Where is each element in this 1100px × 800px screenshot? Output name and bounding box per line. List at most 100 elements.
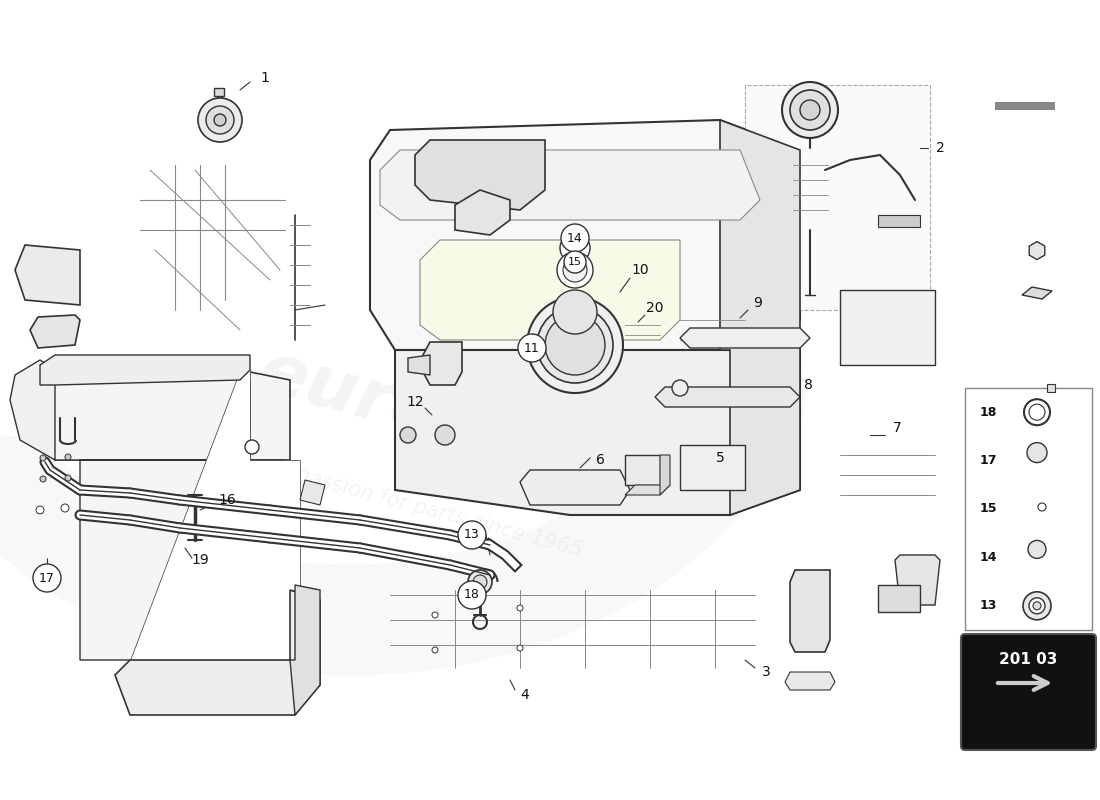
- Circle shape: [214, 114, 225, 126]
- Polygon shape: [878, 585, 920, 612]
- Polygon shape: [300, 480, 324, 505]
- Circle shape: [473, 575, 487, 589]
- Circle shape: [1024, 399, 1050, 426]
- Circle shape: [561, 224, 588, 252]
- Text: 11: 11: [524, 342, 540, 354]
- Polygon shape: [116, 590, 320, 715]
- Text: 13: 13: [980, 599, 998, 612]
- Polygon shape: [370, 120, 800, 350]
- Polygon shape: [424, 342, 462, 385]
- Polygon shape: [1047, 384, 1055, 392]
- Text: 13: 13: [464, 529, 480, 542]
- Circle shape: [40, 476, 46, 482]
- Circle shape: [60, 504, 69, 512]
- Circle shape: [33, 564, 60, 592]
- Polygon shape: [379, 150, 760, 220]
- Circle shape: [198, 98, 242, 142]
- Circle shape: [557, 252, 593, 288]
- Circle shape: [400, 427, 416, 443]
- Circle shape: [790, 90, 830, 130]
- Circle shape: [468, 570, 492, 594]
- Circle shape: [564, 251, 586, 273]
- Bar: [214, 88, 224, 96]
- Circle shape: [40, 455, 46, 461]
- Polygon shape: [785, 672, 835, 690]
- Polygon shape: [290, 585, 320, 715]
- Circle shape: [672, 380, 688, 396]
- Circle shape: [1027, 442, 1047, 462]
- Polygon shape: [415, 140, 544, 210]
- Circle shape: [36, 506, 44, 514]
- Polygon shape: [654, 387, 800, 407]
- Circle shape: [458, 521, 486, 549]
- Polygon shape: [30, 315, 80, 348]
- Circle shape: [206, 106, 234, 134]
- Polygon shape: [420, 240, 680, 340]
- Polygon shape: [625, 485, 670, 495]
- Text: eurospares: eurospares: [251, 338, 710, 522]
- Polygon shape: [1022, 287, 1052, 299]
- Text: 7: 7: [892, 421, 901, 435]
- Text: 15: 15: [568, 257, 582, 267]
- Text: 17: 17: [980, 454, 998, 467]
- Text: 9: 9: [754, 296, 762, 310]
- Text: 14: 14: [980, 551, 998, 564]
- Text: 19: 19: [191, 553, 209, 567]
- Circle shape: [432, 647, 438, 653]
- Polygon shape: [895, 555, 940, 605]
- Circle shape: [1033, 602, 1041, 610]
- Polygon shape: [720, 120, 800, 515]
- Polygon shape: [40, 370, 290, 460]
- Circle shape: [544, 315, 605, 375]
- Circle shape: [518, 334, 546, 362]
- Polygon shape: [996, 102, 1055, 110]
- Text: 12: 12: [406, 395, 424, 409]
- Text: 6: 6: [595, 453, 604, 467]
- Polygon shape: [660, 455, 670, 495]
- Circle shape: [458, 581, 486, 609]
- Circle shape: [1038, 503, 1046, 511]
- Bar: [745, 85, 930, 310]
- Text: 4: 4: [520, 688, 529, 702]
- Text: 18: 18: [464, 589, 480, 602]
- Circle shape: [800, 100, 820, 120]
- Circle shape: [563, 258, 587, 282]
- Text: 10: 10: [631, 263, 649, 277]
- Text: 201 03: 201 03: [999, 653, 1057, 667]
- Text: 16: 16: [218, 493, 235, 507]
- Circle shape: [517, 605, 522, 611]
- Polygon shape: [130, 370, 300, 660]
- Circle shape: [782, 82, 838, 138]
- Circle shape: [527, 297, 623, 393]
- Polygon shape: [790, 570, 830, 652]
- Text: 8: 8: [804, 378, 813, 392]
- Text: a passion for parts since 1965: a passion for parts since 1965: [275, 459, 585, 561]
- Text: 3: 3: [761, 665, 770, 679]
- Text: 17: 17: [40, 571, 55, 585]
- Polygon shape: [680, 445, 745, 490]
- Polygon shape: [40, 355, 250, 385]
- Bar: [965, 388, 1092, 630]
- Circle shape: [65, 454, 72, 460]
- Polygon shape: [840, 290, 935, 365]
- Circle shape: [245, 440, 258, 454]
- Polygon shape: [40, 370, 285, 660]
- Circle shape: [1028, 541, 1046, 558]
- Polygon shape: [395, 350, 800, 515]
- Circle shape: [537, 307, 613, 383]
- Circle shape: [65, 475, 72, 481]
- Circle shape: [1023, 592, 1050, 620]
- Polygon shape: [10, 360, 55, 460]
- Polygon shape: [15, 245, 80, 305]
- Text: 15: 15: [980, 502, 998, 515]
- Circle shape: [432, 612, 438, 618]
- Circle shape: [434, 425, 455, 445]
- Text: 20: 20: [647, 301, 663, 315]
- Polygon shape: [680, 328, 810, 348]
- Text: 5: 5: [716, 451, 725, 465]
- Circle shape: [1028, 598, 1045, 614]
- Circle shape: [517, 645, 522, 651]
- FancyBboxPatch shape: [961, 634, 1096, 750]
- Circle shape: [1028, 404, 1045, 420]
- Bar: [878, 215, 920, 227]
